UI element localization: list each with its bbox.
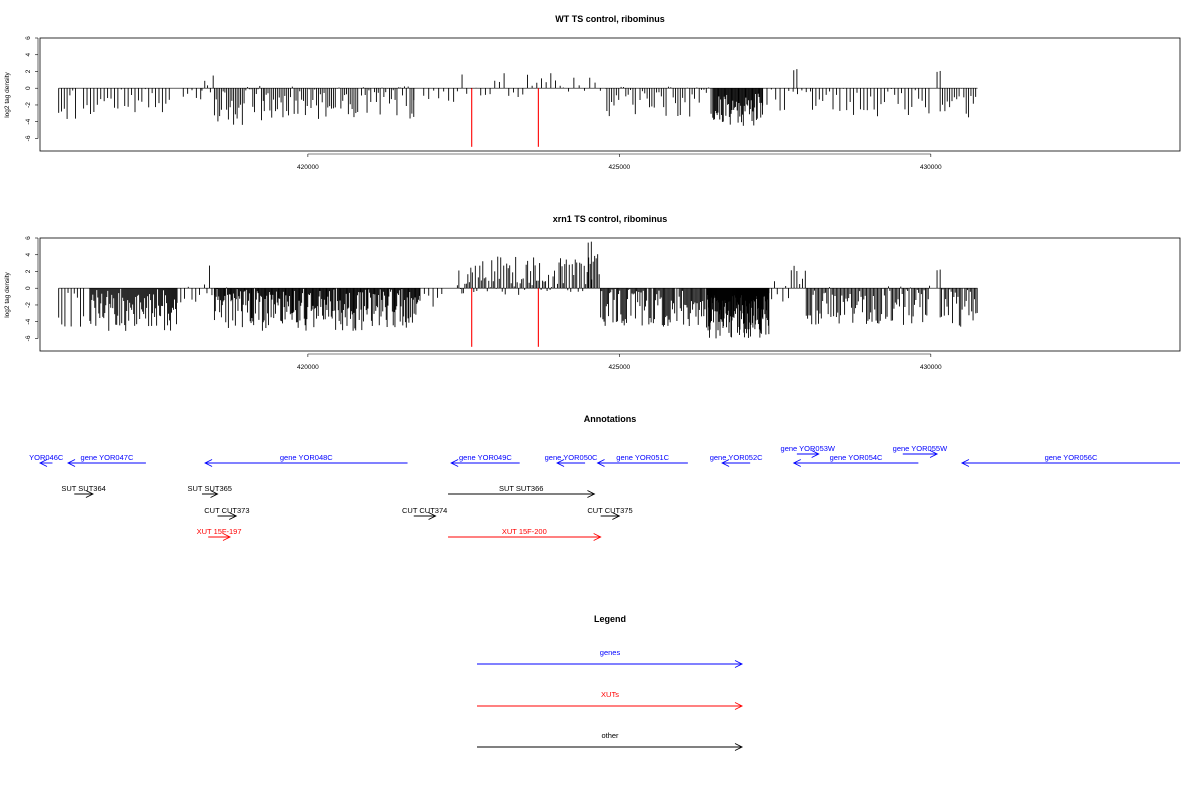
annotation-features: YOR046C gene YOR047C gene YOR048C gene YOR0… xyxy=(29,444,1180,541)
feature-arrow xyxy=(204,459,408,467)
annotations-track: Annotations YOR046C gene YOR047C gene YOR0… xyxy=(29,414,1180,541)
feature-label: gene YOR051C xyxy=(616,453,669,462)
feature-arrow xyxy=(413,512,437,520)
y-tick-label: -2 xyxy=(25,302,32,308)
feature-label: SUT SUT366 xyxy=(499,484,543,493)
feature-label: gene YOR049C xyxy=(459,453,512,462)
legend-items: genes XUTs other xyxy=(477,648,744,751)
feature-label: SUT SUT365 xyxy=(188,484,232,493)
y-tick-label: -2 xyxy=(25,102,32,108)
feature-arrow xyxy=(596,459,688,467)
y-tick-label: 0 xyxy=(25,86,32,90)
x-tick-label: 430000 xyxy=(920,164,942,171)
feature-label: gene YOR055W xyxy=(893,444,948,453)
y-tick-label: 2 xyxy=(25,269,32,273)
x-tick-label: 430000 xyxy=(920,364,942,371)
wt-plot-frame xyxy=(39,37,1181,152)
feature-label: gene YOR048C xyxy=(280,453,333,462)
feature-arrow xyxy=(556,459,586,467)
feature-label: gene YOR047C xyxy=(81,453,134,462)
wt-y-axis-label: log2 tag density xyxy=(4,71,11,117)
feature-arrow xyxy=(201,490,219,498)
xrn1-plot-marks: -6 -4 -2 0 2 4 6 420000 425000 430000 xyxy=(25,236,978,371)
feature-arrow xyxy=(450,459,520,467)
wt-density-panel: WT TS control, ribominus log2 tag densit… xyxy=(4,14,1181,171)
x-tick-label: 425000 xyxy=(608,364,630,371)
feature-label: gene YOR053W xyxy=(781,444,836,453)
x-tick-label: 425000 xyxy=(608,164,630,171)
feature-arrow xyxy=(721,459,751,467)
feature-arrow xyxy=(448,490,596,498)
feature-arrow xyxy=(448,533,602,541)
feature-arrow xyxy=(600,512,621,520)
feature-arrow xyxy=(38,459,53,467)
legend-arrow xyxy=(477,660,744,668)
feature-label: XUT 15F-197 xyxy=(197,527,242,536)
y-tick-label: -4 xyxy=(25,118,32,124)
feature-arrow xyxy=(74,490,94,498)
xrn1-plot-frame xyxy=(39,237,1181,352)
feature-arrow xyxy=(902,450,939,458)
y-tick-label: -4 xyxy=(25,318,32,324)
annotations-title: Annotations xyxy=(584,414,637,424)
wt-plot-marks: -6 -4 -2 0 2 4 6 420000 425000 430000 xyxy=(25,36,978,171)
y-tick-label: -6 xyxy=(25,335,32,341)
y-tick-label: -6 xyxy=(25,135,32,141)
feature-label: CUT CUT374 xyxy=(402,506,447,515)
xrn1-density-panel: xrn1 TS control, ribominus log2 tag dens… xyxy=(4,214,1181,371)
legend-arrow xyxy=(477,702,744,710)
feature-arrow xyxy=(208,533,232,541)
feature-label: gene YOR056C xyxy=(1045,453,1098,462)
legend-arrow xyxy=(477,743,744,751)
y-tick-label: 4 xyxy=(25,253,32,257)
y-tick-label: 6 xyxy=(25,36,32,40)
wt-panel-title: WT TS control, ribominus xyxy=(555,14,665,24)
y-tick-label: 0 xyxy=(25,286,32,290)
xrn1-panel-title: xrn1 TS control, ribominus xyxy=(553,214,668,224)
feature-label: gene YOR050C xyxy=(545,453,598,462)
feature-label: gene YOR054C xyxy=(830,453,883,462)
feature-label: YOR046C xyxy=(29,453,64,462)
x-tick-label: 420000 xyxy=(297,164,319,171)
feature-arrow xyxy=(217,512,238,520)
feature-arrow xyxy=(67,459,146,467)
feature-arrow xyxy=(792,459,919,467)
legend-label: XUTs xyxy=(601,690,619,699)
feature-label: CUT CUT373 xyxy=(204,506,249,515)
feature-label: XUT 15F-200 xyxy=(502,527,547,536)
y-tick-label: 6 xyxy=(25,236,32,240)
feature-label: SUT SUT364 xyxy=(61,484,105,493)
legend: Legend genes XUTs other xyxy=(477,614,744,751)
feature-arrow xyxy=(960,459,1180,467)
feature-label: gene YOR052C xyxy=(710,453,763,462)
legend-label: genes xyxy=(600,648,621,657)
y-tick-label: 4 xyxy=(25,53,32,57)
feature-label: CUT CUT375 xyxy=(587,506,632,515)
legend-title: Legend xyxy=(594,614,626,624)
feature-arrow xyxy=(796,450,820,458)
legend-label: other xyxy=(601,731,619,740)
xrn1-y-axis-label: log2 tag density xyxy=(4,271,11,317)
y-tick-label: 2 xyxy=(25,69,32,73)
x-tick-label: 420000 xyxy=(297,364,319,371)
